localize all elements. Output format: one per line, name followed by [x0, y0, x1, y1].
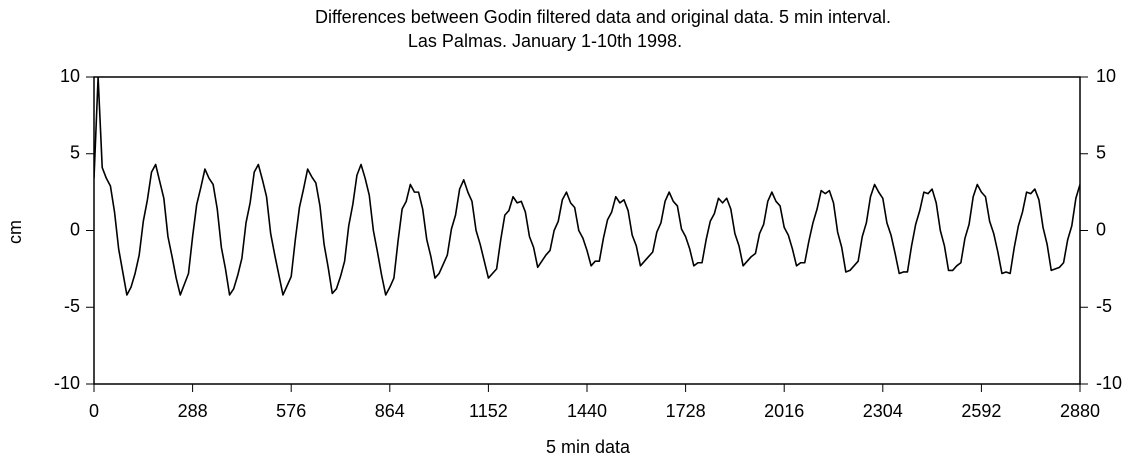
y2-tick-label: 5 — [1096, 143, 1106, 163]
y-tick-label: -5 — [64, 296, 80, 316]
y-axis-label: cm — [5, 220, 25, 244]
x-tick-label: 576 — [276, 401, 306, 421]
y2-tick-label: -5 — [1096, 296, 1112, 316]
chart-title: Differences between Godin filtered data … — [315, 7, 891, 27]
plot-frame — [93, 76, 1081, 385]
y-tick-label: 5 — [70, 143, 80, 163]
x-tick-label: 1440 — [567, 401, 607, 421]
x-tick-label: 2880 — [1060, 401, 1100, 421]
x-tick-label: 1152 — [469, 401, 508, 421]
data-line — [94, 77, 1080, 296]
x-tick-label: 0 — [89, 401, 99, 421]
y-tick-label: -10 — [54, 373, 80, 393]
y2-tick-label: -10 — [1096, 373, 1122, 393]
y2-tick-label: 0 — [1096, 219, 1106, 239]
x-axis-label: 5 min data — [546, 437, 631, 457]
y-tick-label: 10 — [60, 66, 80, 86]
y-tick-label: 0 — [70, 219, 80, 239]
chart-subtitle: Las Palmas. January 1-10th 1998. — [408, 31, 682, 51]
y2-tick-label: 10 — [1096, 66, 1116, 86]
x-tick-label: 2592 — [961, 401, 1001, 421]
x-tick-label: 2304 — [863, 401, 903, 421]
x-tick-label: 2016 — [764, 401, 804, 421]
x-tick-label: 1728 — [666, 401, 706, 421]
x-tick-label: 288 — [178, 401, 208, 421]
x-tick-label: 864 — [375, 401, 405, 421]
